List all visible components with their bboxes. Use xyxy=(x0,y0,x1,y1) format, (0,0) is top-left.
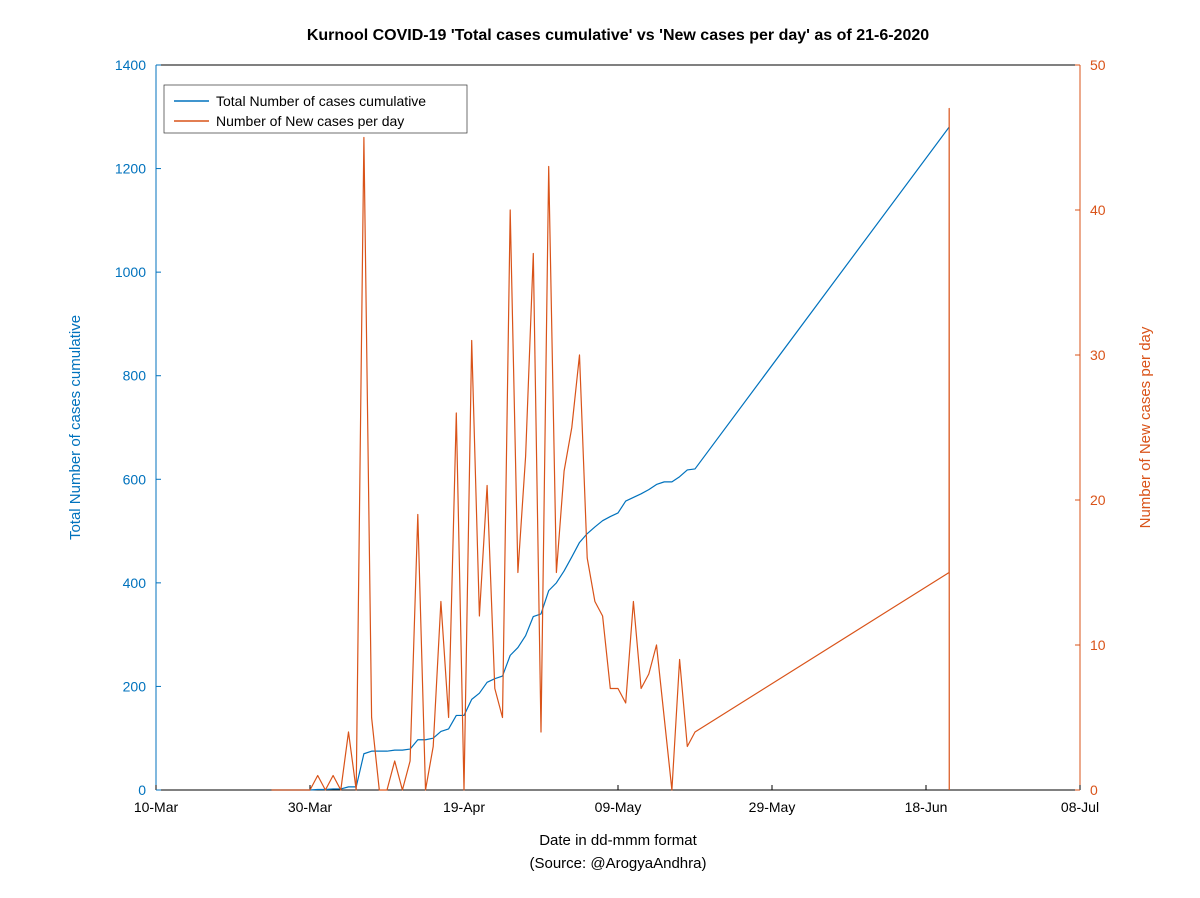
x-tick-label: 18-Jun xyxy=(905,799,948,815)
x-tick-label: 30-Mar xyxy=(288,799,333,815)
x-tick-label: 08-Jul xyxy=(1061,799,1099,815)
chart-container: 10-Mar 30-Mar 19-Apr 09-May 29-May 18-Jun 08-J… xyxy=(0,0,1200,898)
y-left-tick-label: 200 xyxy=(123,678,147,694)
y-right-tick-label: 20 xyxy=(1090,492,1106,508)
series-new-per-day xyxy=(272,109,950,791)
y-left-tick-label: 0 xyxy=(138,782,146,798)
y-left-tick-label: 1200 xyxy=(115,161,146,177)
x-tick-label: 19-Apr xyxy=(443,799,485,815)
y-left-tick-label: 1400 xyxy=(115,57,146,73)
chart-title: Kurnool COVID-19 'Total cases cumulative… xyxy=(307,27,929,44)
y-right-tick-label: 10 xyxy=(1090,637,1106,653)
y-right-tick-label: 0 xyxy=(1090,782,1098,798)
x-tick-label: 29-May xyxy=(749,799,796,815)
x-tick-label: 09-May xyxy=(595,799,642,815)
legend-label-1: Total Number of cases cumulative xyxy=(216,93,426,109)
legend-label-2: Number of New cases per day xyxy=(216,113,404,129)
y-left-tick-label: 600 xyxy=(123,471,147,487)
y-right-axis-label: Number of New cases per day xyxy=(1137,326,1154,528)
y-left-tick-label: 800 xyxy=(123,368,147,384)
y-right-tick-label: 40 xyxy=(1090,202,1106,218)
x-axis-label-line2: (Source: @ArogyaAndhra) xyxy=(530,855,707,872)
legend: Total Number of cases cumulative Number o… xyxy=(164,85,467,133)
y-left-tick-label: 400 xyxy=(123,575,147,591)
x-axis-label-line1: Date in dd-mmm format xyxy=(539,832,697,849)
y-left-axis-label: Total Number of cases cumulative xyxy=(67,315,84,540)
x-tick-label: 10-Mar xyxy=(134,799,179,815)
y-right-tick-label: 50 xyxy=(1090,57,1106,73)
y-left-tick-label: 1000 xyxy=(115,264,146,280)
series-total-cumulative xyxy=(272,127,950,790)
chart-svg: 10-Mar 30-Mar 19-Apr 09-May 29-May 18-Jun 08-J… xyxy=(0,0,1200,898)
y-right-tick-label: 30 xyxy=(1090,347,1106,363)
